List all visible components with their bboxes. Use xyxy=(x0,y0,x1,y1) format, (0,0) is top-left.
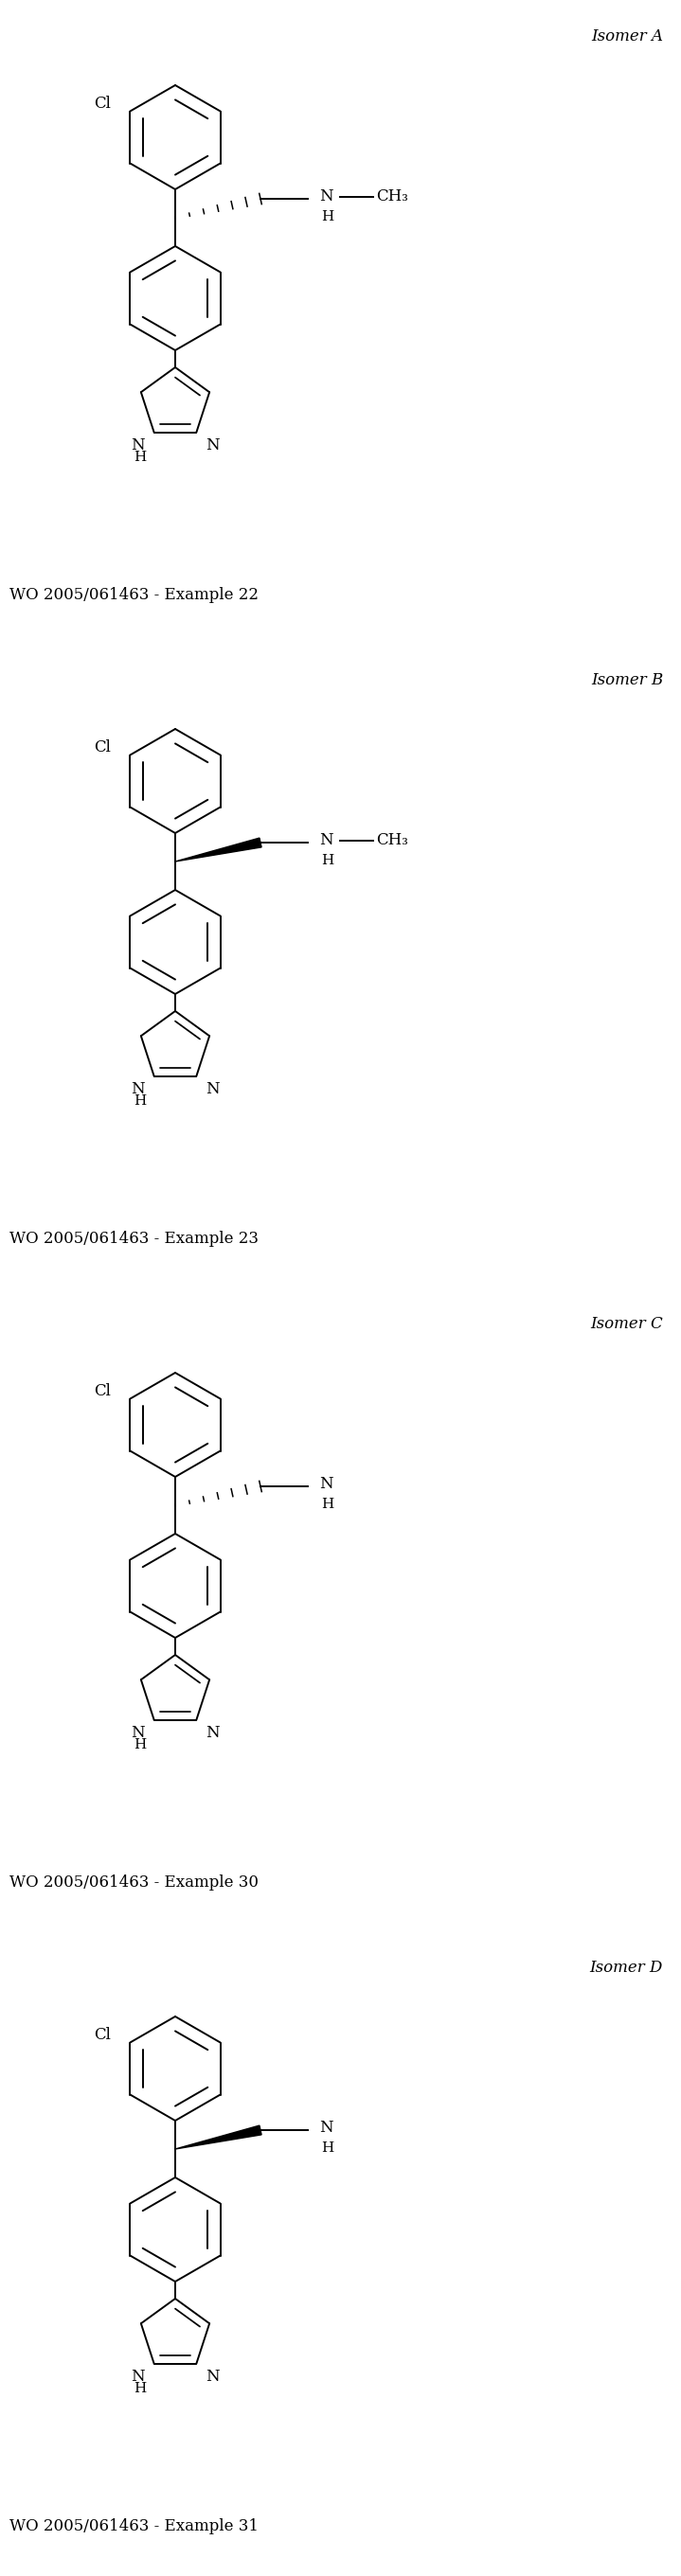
Text: N: N xyxy=(319,188,333,206)
Text: N: N xyxy=(319,1476,333,1492)
Text: Isomer A: Isomer A xyxy=(591,28,663,44)
Text: H: H xyxy=(321,853,334,868)
Text: WO 2005/061463 - Example 22: WO 2005/061463 - Example 22 xyxy=(10,587,259,603)
Text: N: N xyxy=(319,832,333,848)
Text: H: H xyxy=(134,2383,146,2396)
Text: H: H xyxy=(134,1095,146,1108)
Text: H: H xyxy=(321,1497,334,1512)
Text: WO 2005/061463 - Example 23: WO 2005/061463 - Example 23 xyxy=(10,1231,259,1247)
Text: H: H xyxy=(321,2141,334,2154)
Text: N: N xyxy=(131,1082,144,1097)
Text: Isomer C: Isomer C xyxy=(590,1316,663,1332)
Text: N: N xyxy=(131,1726,144,1741)
Text: N: N xyxy=(206,2367,220,2385)
Text: CH₃: CH₃ xyxy=(376,188,408,206)
Text: Cl: Cl xyxy=(94,1383,111,1399)
Text: N: N xyxy=(206,438,220,453)
Text: WO 2005/061463 - Example 30: WO 2005/061463 - Example 30 xyxy=(10,1875,259,1891)
Text: H: H xyxy=(321,211,334,224)
Text: H: H xyxy=(134,1739,146,1752)
Text: N: N xyxy=(206,1082,220,1097)
Text: Cl: Cl xyxy=(94,2027,111,2043)
Polygon shape xyxy=(175,837,262,860)
Text: H: H xyxy=(134,451,146,464)
Text: WO 2005/061463 - Example 31: WO 2005/061463 - Example 31 xyxy=(10,2519,259,2535)
Text: Cl: Cl xyxy=(94,95,111,111)
Text: CH₃: CH₃ xyxy=(376,832,408,848)
Text: Cl: Cl xyxy=(94,739,111,755)
Text: Isomer B: Isomer B xyxy=(591,672,663,688)
Text: N: N xyxy=(319,2120,333,2136)
Text: N: N xyxy=(131,2367,144,2385)
Text: N: N xyxy=(206,1726,220,1741)
Text: N: N xyxy=(131,438,144,453)
Polygon shape xyxy=(175,2125,262,2148)
Text: Isomer D: Isomer D xyxy=(590,1960,663,1976)
